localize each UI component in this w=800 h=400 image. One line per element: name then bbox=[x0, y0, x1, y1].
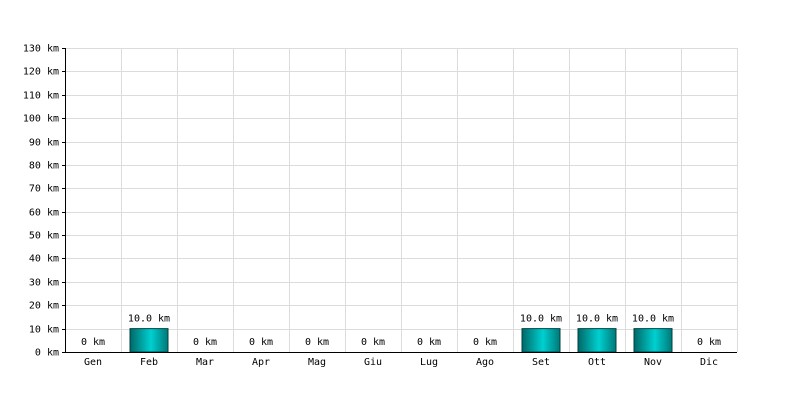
y-tick-label: 70 km bbox=[29, 184, 59, 195]
x-tick-label: Feb bbox=[140, 357, 158, 368]
bar bbox=[633, 328, 673, 353]
value-label: 0 km bbox=[305, 337, 329, 348]
y-tick-label: 90 km bbox=[29, 138, 59, 149]
bar bbox=[129, 328, 169, 353]
x-tick-label: Ott bbox=[588, 357, 606, 368]
value-label: 0 km bbox=[361, 337, 385, 348]
x-tick-label: Giu bbox=[364, 357, 382, 368]
value-label: 10.0 km bbox=[632, 314, 674, 325]
y-tick-label: 50 km bbox=[29, 231, 59, 242]
x-tick-label: Mag bbox=[308, 357, 326, 368]
value-label: 0 km bbox=[81, 337, 105, 348]
x-tick-label: Apr bbox=[252, 357, 270, 368]
x-tick-label: Gen bbox=[84, 357, 102, 368]
y-tick-label: 30 km bbox=[29, 278, 59, 289]
value-label: 0 km bbox=[193, 337, 217, 348]
value-label: 10.0 km bbox=[520, 314, 562, 325]
value-label: 10.0 km bbox=[128, 314, 170, 325]
x-tick-label: Lug bbox=[420, 357, 438, 368]
x-tick-label: Mar bbox=[196, 357, 214, 368]
x-tick-label: Nov bbox=[644, 357, 662, 368]
y-tick-label: 110 km bbox=[23, 91, 59, 102]
value-label: 0 km bbox=[417, 337, 441, 348]
x-tick-label: Ago bbox=[476, 357, 494, 368]
y-tick-label: 120 km bbox=[23, 67, 59, 78]
y-tick-label: 80 km bbox=[29, 161, 59, 172]
value-label: 0 km bbox=[249, 337, 273, 348]
value-label: 10.0 km bbox=[576, 314, 618, 325]
bar bbox=[521, 328, 561, 353]
y-tick-label: 40 km bbox=[29, 254, 59, 265]
y-tick-label: 100 km bbox=[23, 114, 59, 125]
y-tick-label: 20 km bbox=[29, 301, 59, 312]
value-label: 0 km bbox=[473, 337, 497, 348]
y-tick-label: 130 km bbox=[23, 44, 59, 55]
value-label: 0 km bbox=[697, 337, 721, 348]
y-tick-label: 60 km bbox=[29, 208, 59, 219]
y-tick-label: 10 km bbox=[29, 325, 59, 336]
x-tick-label: Dic bbox=[700, 357, 718, 368]
x-tick-label: Set bbox=[532, 357, 550, 368]
y-tick-label: 0 km bbox=[35, 348, 59, 359]
bar bbox=[577, 328, 617, 353]
